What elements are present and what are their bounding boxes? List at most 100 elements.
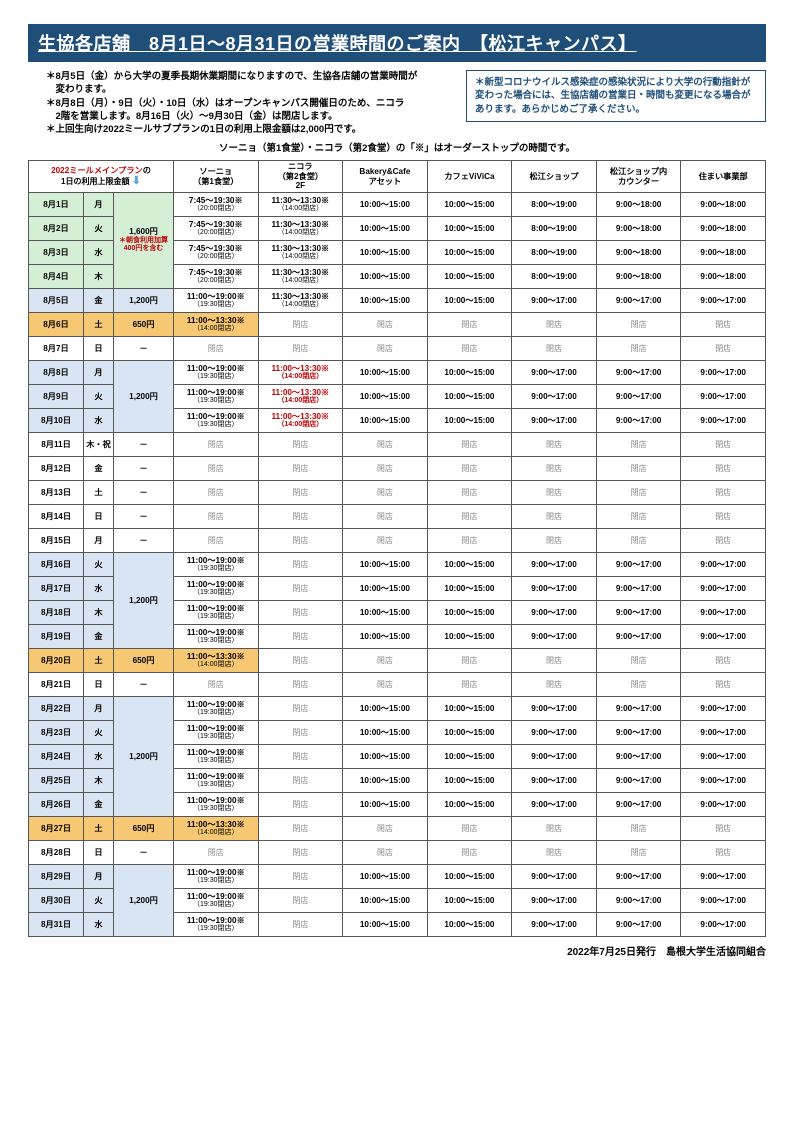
time-cell: 閉店 [512, 504, 597, 528]
time-cell: 閉店 [258, 720, 343, 744]
time-cell: 11:30～13:30※（14:00閉店） [258, 264, 343, 288]
date-cell: 8月9日 [29, 384, 84, 408]
time-cell: 閉店 [596, 504, 681, 528]
time-cell: 閉店 [596, 816, 681, 840]
table-row: 8月11日木・祝－閉店閉店閉店閉店閉店閉店閉店 [29, 432, 766, 456]
time-cell: 閉店 [427, 336, 512, 360]
time-cell: 9:00～18:00 [596, 192, 681, 216]
time-cell: 9:00～18:00 [681, 192, 766, 216]
time-cell: 9:00～17:00 [596, 888, 681, 912]
time-cell: 閉店 [512, 336, 597, 360]
time-cell: 10:00～15:00 [427, 288, 512, 312]
time-cell: 9:00～17:00 [512, 792, 597, 816]
time-cell: 9:00～18:00 [596, 240, 681, 264]
dow-cell: 木 [84, 264, 114, 288]
date-cell: 8月18日 [29, 600, 84, 624]
date-cell: 8月24日 [29, 744, 84, 768]
time-cell: 閉店 [258, 888, 343, 912]
time-cell: 8:00～19:00 [512, 240, 597, 264]
dow-cell: 木・祝 [84, 432, 114, 456]
subnote: ソーニョ（第1食堂）・ニコラ（第2食堂）の「※」はオーダーストップの時間です。 [28, 140, 766, 154]
time-cell: 9:00～17:00 [596, 792, 681, 816]
time-cell: 11:30～13:30※（14:00閉店） [258, 288, 343, 312]
time-cell: 11:30～13:30※（14:00閉店） [258, 240, 343, 264]
time-cell: 10:00～15:00 [343, 792, 428, 816]
time-cell: 閉店 [174, 504, 259, 528]
time-cell: 閉店 [258, 696, 343, 720]
plan-cell: － [114, 504, 174, 528]
date-cell: 8月8日 [29, 360, 84, 384]
time-cell: 9:00～17:00 [512, 768, 597, 792]
date-cell: 8月29日 [29, 864, 84, 888]
date-cell: 8月11日 [29, 432, 84, 456]
plan-cell: 650円 [114, 648, 174, 672]
time-cell: 閉店 [681, 672, 766, 696]
time-cell: 9:00～17:00 [596, 288, 681, 312]
time-cell: 9:00～17:00 [512, 888, 597, 912]
time-cell: 閉店 [258, 840, 343, 864]
date-cell: 8月5日 [29, 288, 84, 312]
date-cell: 8月17日 [29, 576, 84, 600]
date-cell: 8月3日 [29, 240, 84, 264]
plan-cell: － [114, 480, 174, 504]
time-cell: 閉店 [427, 480, 512, 504]
time-cell: 9:00～17:00 [681, 576, 766, 600]
time-cell: 10:00～15:00 [427, 264, 512, 288]
time-cell: 閉店 [512, 648, 597, 672]
time-cell: 11:30～13:30※（14:00閉店） [258, 216, 343, 240]
time-cell: 閉店 [596, 432, 681, 456]
time-cell: 閉店 [258, 912, 343, 936]
table-row: 8月12日金－閉店閉店閉店閉店閉店閉店閉店 [29, 456, 766, 480]
dow-cell: 日 [84, 840, 114, 864]
time-cell: 閉店 [258, 456, 343, 480]
dow-cell: 土 [84, 312, 114, 336]
time-cell: 10:00～15:00 [343, 624, 428, 648]
date-cell: 8月15日 [29, 528, 84, 552]
page-title: 生協各店舖 8月1日～8月31日の営業時間のご案内 【松江キャンパス】 [28, 24, 766, 62]
time-cell: 11:00～13:30※（14:00閉店） [258, 360, 343, 384]
dow-cell: 木 [84, 768, 114, 792]
time-cell: 7:45～19:30※（20:00閉店） [174, 264, 259, 288]
dow-cell: 金 [84, 288, 114, 312]
date-cell: 8月6日 [29, 312, 84, 336]
time-cell: 閉店 [596, 672, 681, 696]
time-cell: 10:00～15:00 [427, 624, 512, 648]
plan-cell: 1,600円＊朝食利用加算400円を含む [114, 192, 174, 288]
time-cell: 閉店 [512, 816, 597, 840]
time-cell: 9:00～18:00 [596, 216, 681, 240]
table-row: 8月20日土650円11:00～13:30※（14:00閉店）閉店閉店閉店閉店閉… [29, 648, 766, 672]
plan-cell: 1,200円 [114, 288, 174, 312]
footer: 2022年7月25日発行 島根大学生活協同組合 [28, 943, 766, 958]
time-cell: 9:00～17:00 [681, 360, 766, 384]
time-cell: 閉店 [258, 864, 343, 888]
time-cell: 9:00～17:00 [512, 408, 597, 432]
time-cell: 9:00～17:00 [681, 600, 766, 624]
plan-cell: 1,200円 [114, 552, 174, 648]
time-cell: 9:00～17:00 [681, 888, 766, 912]
date-cell: 8月28日 [29, 840, 84, 864]
dow-cell: 水 [84, 744, 114, 768]
time-cell: 10:00～15:00 [343, 240, 428, 264]
date-cell: 8月7日 [29, 336, 84, 360]
time-cell: 9:00～17:00 [596, 696, 681, 720]
time-cell: 閉店 [681, 816, 766, 840]
plan-cell: － [114, 336, 174, 360]
dow-cell: 日 [84, 672, 114, 696]
table-row: 8月6日土650円11:00～13:30※（14:00閉店）閉店閉店閉店閉店閉店… [29, 312, 766, 336]
time-cell: 9:00～17:00 [596, 720, 681, 744]
time-cell: 9:00～17:00 [512, 624, 597, 648]
plan-cell: － [114, 840, 174, 864]
time-cell: 11:00～19:00※（19:30閉店） [174, 576, 259, 600]
time-cell: 閉店 [258, 792, 343, 816]
dow-cell: 金 [84, 456, 114, 480]
time-cell: 閉店 [427, 312, 512, 336]
dow-cell: 水 [84, 240, 114, 264]
store-header-5: 松江ショップ内カウンター [596, 161, 681, 192]
time-cell: 閉店 [258, 672, 343, 696]
time-cell: 9:00～17:00 [512, 864, 597, 888]
time-cell: 9:00～17:00 [596, 360, 681, 384]
dow-cell: 土 [84, 816, 114, 840]
dow-cell: 金 [84, 792, 114, 816]
table-row: 8月8日月1,200円11:00～19:00※（19:30閉店）11:00～13… [29, 360, 766, 384]
date-cell: 8月26日 [29, 792, 84, 816]
